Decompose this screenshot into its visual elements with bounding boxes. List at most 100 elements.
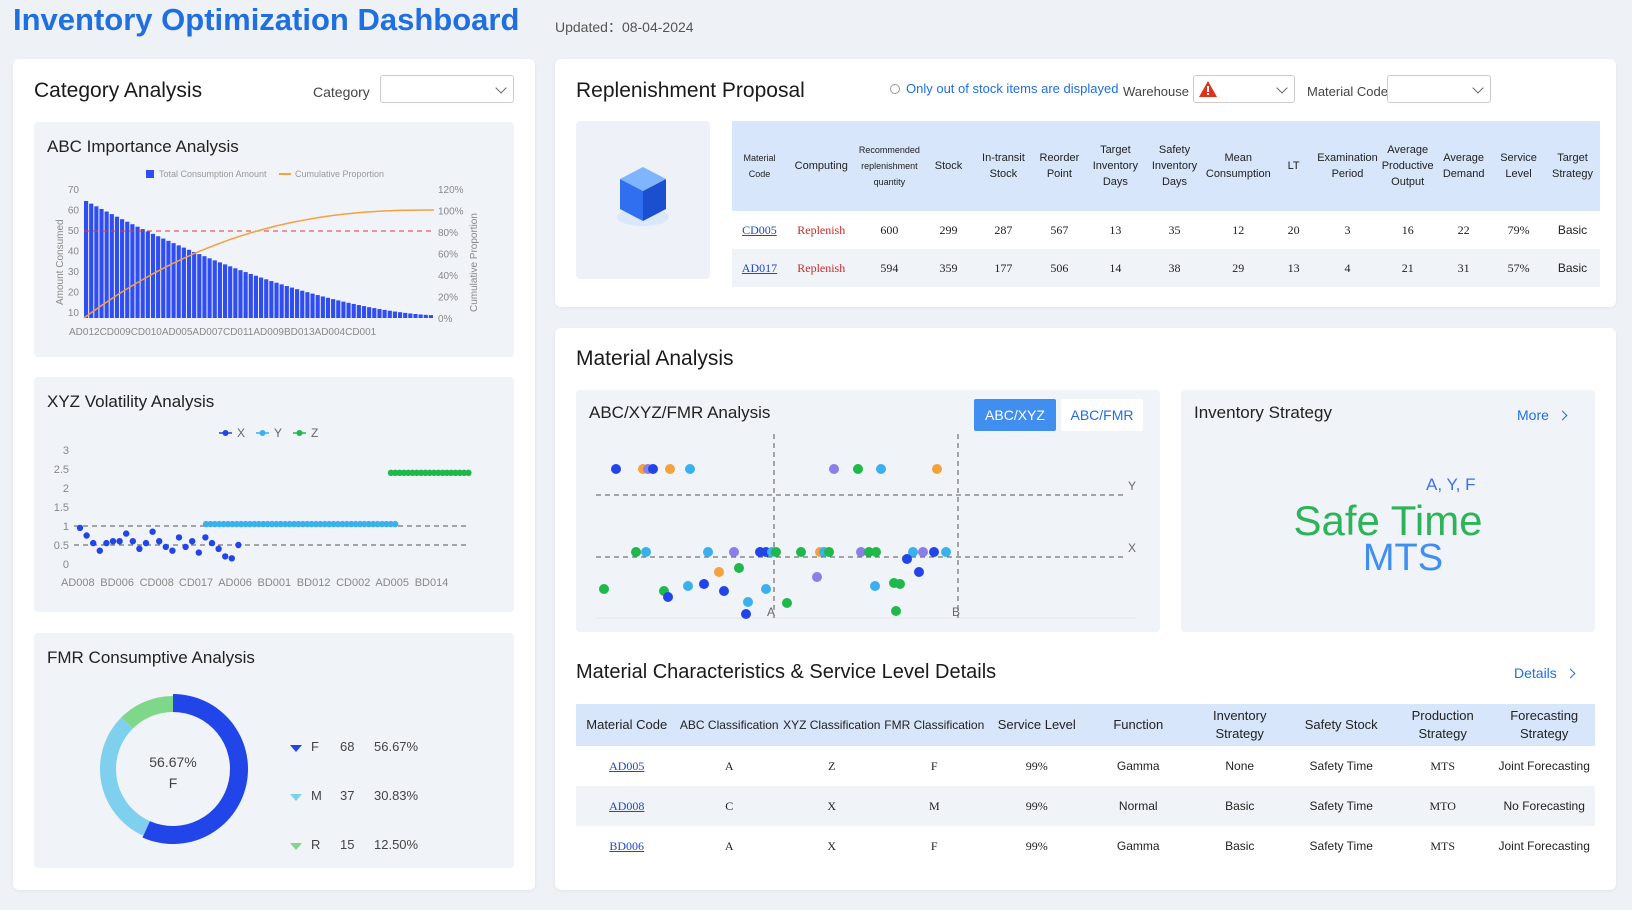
- y-point: [352, 520, 359, 528]
- matrix-point: [665, 464, 675, 474]
- more-link[interactable]: More: [1517, 407, 1568, 423]
- table-cell: Gamma: [1116, 759, 1160, 773]
- abc-bar: [125, 221, 130, 318]
- x-point: [149, 528, 156, 535]
- abc-bar: [84, 200, 89, 318]
- material-code-link[interactable]: AD017: [741, 260, 778, 275]
- category-filter-label: Category: [313, 84, 370, 100]
- rep-col-header: Mean Consumption: [1205, 152, 1271, 180]
- x-point: [182, 543, 189, 551]
- y-point: [268, 520, 276, 528]
- rep-col-header: In-transit Stock: [982, 152, 1025, 180]
- strategy-main: Safe Time: [1293, 497, 1483, 544]
- table-cell: 57%: [1507, 260, 1530, 275]
- abc-bar: [397, 312, 403, 318]
- fmr-title: FMR Consumptive Analysis: [47, 648, 255, 667]
- matrix-point: [929, 547, 939, 557]
- y-tick-left: 30: [68, 267, 80, 278]
- details-col-header: Forecasting Strategy: [1510, 708, 1579, 741]
- x-tick: AD008: [61, 577, 95, 589]
- details-col-header: Material Code: [586, 717, 668, 732]
- abc-bar: [104, 211, 109, 318]
- tab-abc-fmr[interactable]: ABC/FMR: [1061, 399, 1143, 431]
- table-cell: Joint Forecasting: [1498, 839, 1590, 853]
- x-tick: CD017: [179, 577, 213, 589]
- material-code-link[interactable]: BD006: [609, 838, 645, 853]
- abc-bar: [428, 315, 433, 318]
- xyz-title: XYZ Volatility Analysis: [47, 392, 215, 411]
- matrix-point: [871, 547, 881, 557]
- x-tick: AD005: [375, 577, 409, 589]
- y-tick-right: 120%: [438, 185, 464, 196]
- warehouse-select[interactable]: [1193, 75, 1295, 103]
- table-row: CD005 Replenish 600 299 287 567 13 35 12 20 3 16 22 7…: [732, 211, 1600, 249]
- material-code-link[interactable]: AD008: [609, 798, 645, 813]
- x-point: [208, 539, 216, 547]
- fmr-slice: [142, 694, 248, 844]
- matrix-panel: ABC/XYZ/FMR Analysis ABC/XYZ ABC/FMR Y X A…: [576, 390, 1160, 632]
- y-tick: 2: [63, 483, 69, 495]
- donut-center-label: F: [169, 775, 178, 791]
- x-tick: CD002: [336, 577, 370, 589]
- abc-bar: [331, 299, 336, 318]
- y-point: [207, 520, 214, 528]
- abc-bar: [392, 311, 397, 318]
- table-cell: 31: [1457, 260, 1470, 275]
- y-point: [220, 520, 227, 528]
- legend-name: R: [311, 837, 320, 852]
- abc-bar: [372, 308, 377, 318]
- abc-bar: [356, 305, 361, 318]
- legend-name: F: [311, 739, 319, 754]
- material-code-link[interactable]: AD005: [609, 758, 645, 773]
- table-cell: 3: [1344, 222, 1351, 237]
- matrix-point: [741, 609, 751, 619]
- abc-bar: [171, 243, 176, 318]
- table-cell: 21: [1401, 260, 1414, 275]
- y-point: [290, 520, 298, 528]
- matrix-title: ABC/XYZ/FMR Analysis: [589, 403, 771, 422]
- table-cell: MTO: [1429, 798, 1456, 813]
- rep-col-header: Material Code: [743, 153, 776, 179]
- updated-date: 08-04-2024: [621, 19, 694, 35]
- legend-marker-f: [290, 745, 302, 752]
- chevron-right-icon: [1565, 668, 1576, 679]
- matrix-point: [743, 597, 753, 607]
- table-row: AD017 Replenish 594 359 177 506 14 38 29 13 4 21 31 5…: [732, 249, 1600, 287]
- category-select[interactable]: [380, 75, 514, 103]
- matrix-point: [699, 579, 709, 589]
- abc-bar: [114, 216, 120, 318]
- out-of-stock-radio[interactable]: Only out of stock items are displayed: [890, 81, 1118, 96]
- y-point: [246, 520, 254, 528]
- abc-bar: [222, 264, 228, 318]
- y-point: [295, 520, 302, 528]
- material-code-link[interactable]: CD005: [742, 222, 777, 237]
- material-code-select[interactable]: [1387, 75, 1491, 103]
- details-col-header: Service Level: [997, 717, 1076, 732]
- y-point: [361, 520, 368, 528]
- y-point: [229, 520, 236, 528]
- table-cell: No Forecasting: [1503, 799, 1585, 813]
- table-cell: 38: [1168, 260, 1181, 275]
- y-point: [392, 520, 399, 528]
- y-point: [365, 520, 372, 528]
- abc-bar: [408, 313, 413, 318]
- abc-bar: [351, 303, 356, 318]
- replenishment-title: Replenishment Proposal: [576, 79, 805, 102]
- abc-bar: [305, 292, 310, 318]
- y-point: [304, 520, 311, 528]
- table-cell: X: [827, 838, 837, 853]
- strategy-title: Inventory Strategy: [1194, 403, 1332, 422]
- table-row: AD005 A Z F 99% Gamma None Safety Time MTS Joint …: [576, 746, 1595, 786]
- abc-bar: [423, 314, 428, 318]
- material-code-label: Material Code: [1307, 84, 1388, 99]
- matrix-point: [761, 584, 771, 594]
- tab-abc-xyz[interactable]: ABC/XYZ: [974, 399, 1056, 431]
- matrix-point: [714, 567, 724, 577]
- category-analysis-title: Category Analysis: [34, 79, 203, 102]
- details-link[interactable]: Details: [1514, 665, 1576, 681]
- chevron-down-icon: [1276, 82, 1288, 94]
- abc-bar: [387, 310, 392, 318]
- table-cell: 506: [1050, 260, 1069, 275]
- y-tick-left: 10: [68, 308, 80, 319]
- legend-label-z: Z: [311, 426, 318, 440]
